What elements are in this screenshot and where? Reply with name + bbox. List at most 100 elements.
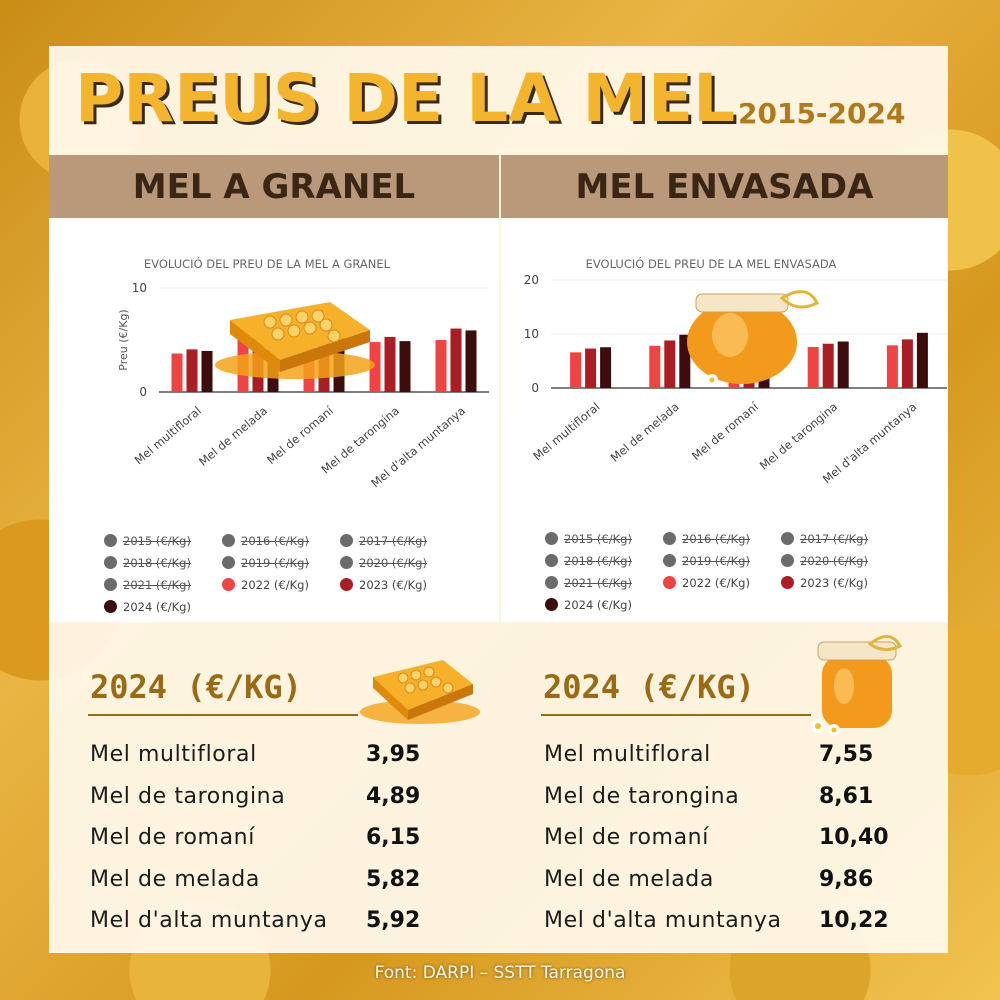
legend-swatch-icon [781,576,794,589]
table-row-label: Mel de tarongina [90,783,286,809]
legend-item[interactable]: 2015 (€/Kg) [104,531,222,550]
legend-swatch-icon [545,532,558,545]
legend-swatch-icon [340,534,353,547]
legend-item[interactable]: 2019 (€/Kg) [663,551,781,570]
bar [822,343,834,388]
bar [679,334,691,388]
legend-item[interactable]: 2020 (€/Kg) [781,551,899,570]
table-row-value: 10,40 [819,825,889,850]
legend-item[interactable]: 2017 (€/Kg) [340,531,458,550]
source-note: Font: DARPI – SSTT Tarragona [374,963,626,983]
legend-label: 2021 (€/Kg) [123,577,191,592]
legend-label: 2020 (€/Kg) [800,553,868,568]
legend-item[interactable]: 2024 (€/Kg) [545,595,663,614]
chart-bulk-svg: EVOLUCIÓ DEL PREU DE LA MEL A GRANEL Preu… [117,256,489,490]
legend-item[interactable]: 2020 (€/Kg) [340,553,458,572]
legend-bulk: 2015 (€/Kg) 2016 (€/Kg) 2017 (€/Kg) 2018 (€… [104,531,458,616]
page-title: PREUS DE LA MEL [75,60,736,137]
legend-swatch-icon [222,534,235,547]
legend-item[interactable]: 2015 (€/Kg) [545,529,663,548]
legend-label: 2023 (€/Kg) [800,575,868,590]
y-tick-label: 0 [139,385,147,399]
honeycomb-icon [215,302,375,379]
table-row-label: Mel multifloral [544,742,711,767]
table-row-value: 5,92 [366,908,421,933]
legend-label: 2020 (€/Kg) [359,555,427,570]
bar [465,330,477,392]
table-row-label: Mel de melada [90,866,260,892]
legend-item[interactable]: 2021 (€/Kg) [104,575,222,594]
legend-item[interactable]: 2018 (€/Kg) [545,551,663,570]
x-tick-label: Mel de romaní [264,403,337,467]
legend-item[interactable]: 2023 (€/Kg) [781,573,899,592]
legend-swatch-icon [104,534,117,547]
legend-swatch-icon [545,554,558,567]
legend-swatch-icon [781,554,794,567]
legend-item[interactable]: 2016 (€/Kg) [663,529,781,548]
table-row-label: Mel de romaní [90,825,255,850]
legend-item[interactable]: 2017 (€/Kg) [781,529,899,548]
bar [649,345,661,388]
legend-label: 2016 (€/Kg) [241,533,309,548]
legend-label: 2018 (€/Kg) [564,553,632,568]
legend-label: 2022 (€/Kg) [682,575,750,590]
y-tick-label: 10 [132,281,147,295]
legend-label: 2024 (€/Kg) [564,597,632,612]
legend-swatch-icon [781,532,794,545]
chart-bulk: EVOLUCIÓ DEL PREU DE LA MEL A GRANEL Preu… [49,218,499,622]
honeycomb-icon [360,660,480,724]
legend-item[interactable]: 2022 (€/Kg) [222,575,340,594]
legend-label: 2017 (€/Kg) [359,533,427,548]
legend-label: 2022 (€/Kg) [241,577,309,592]
legend-label: 2019 (€/Kg) [682,553,750,568]
legend-item[interactable]: 2024 (€/Kg) [104,597,222,616]
legend-label: 2015 (€/Kg) [123,533,191,548]
bar [901,339,913,388]
legend-item[interactable]: 2018 (€/Kg) [104,553,222,572]
legend-label: 2021 (€/Kg) [564,575,632,590]
legend-swatch-icon [545,576,558,589]
legend-swatch-icon [340,556,353,569]
table-row-label: Mel de melada [544,866,714,892]
table-row-value: 6,15 [366,825,421,850]
legend-swatch-icon [663,554,676,567]
legend-item[interactable]: 2016 (€/Kg) [222,531,340,550]
bar [664,340,676,388]
bar [369,342,381,392]
legend-swatch-icon [104,578,117,591]
legend-swatch-icon [663,532,676,545]
table-row-label: Mel multifloral [90,742,257,767]
legend-swatch-icon [104,556,117,569]
y-axis-label: Preu (€/Kg) [117,309,130,370]
legend-label: 2017 (€/Kg) [800,531,868,546]
y-tick-label: 0 [531,381,539,395]
bar [384,336,396,392]
legend-swatch-icon [545,598,558,611]
bar [186,349,198,392]
table-row-label: Mel d'alta muntanya [90,908,328,933]
legend-label: 2023 (€/Kg) [359,577,427,592]
bar [201,350,213,392]
legend-label: 2024 (€/Kg) [123,599,191,614]
x-tick-label: Mel de melada [608,400,682,465]
legend-packaged: 2015 (€/Kg) 2016 (€/Kg) 2017 (€/Kg) 2018 (€… [545,529,899,614]
bar [171,353,183,392]
legend-item[interactable]: 2021 (€/Kg) [545,573,663,592]
x-tick-label: Mel de melada [196,404,270,469]
year-range: 2015-2024 [738,97,906,130]
header-bulk: MEL A GRANEL [49,155,499,218]
bar [570,352,582,388]
chart-title: EVOLUCIÓ DEL PREU DE LA MEL ENVASADA [586,256,837,271]
legend-item[interactable]: 2022 (€/Kg) [663,573,781,592]
legend-label: 2015 (€/Kg) [564,531,632,546]
table-row-value: 7,55 [819,742,874,767]
legend-item[interactable]: 2019 (€/Kg) [222,553,340,572]
legend-item[interactable]: 2023 (€/Kg) [340,575,458,594]
bar [399,341,411,392]
table-row-label: Mel de tarongina [544,783,740,809]
x-tick-label: Mel de romaní [689,399,762,463]
table-row-value: 9,86 [819,866,874,892]
chart-packaged: EVOLUCIÓ DEL PREU DE LA MEL ENVASADA 0 10 2… [501,218,948,622]
chart-title: EVOLUCIÓ DEL PREU DE LA MEL A GRANEL [144,256,391,271]
x-tick-label: Mel multifloral [132,404,204,468]
